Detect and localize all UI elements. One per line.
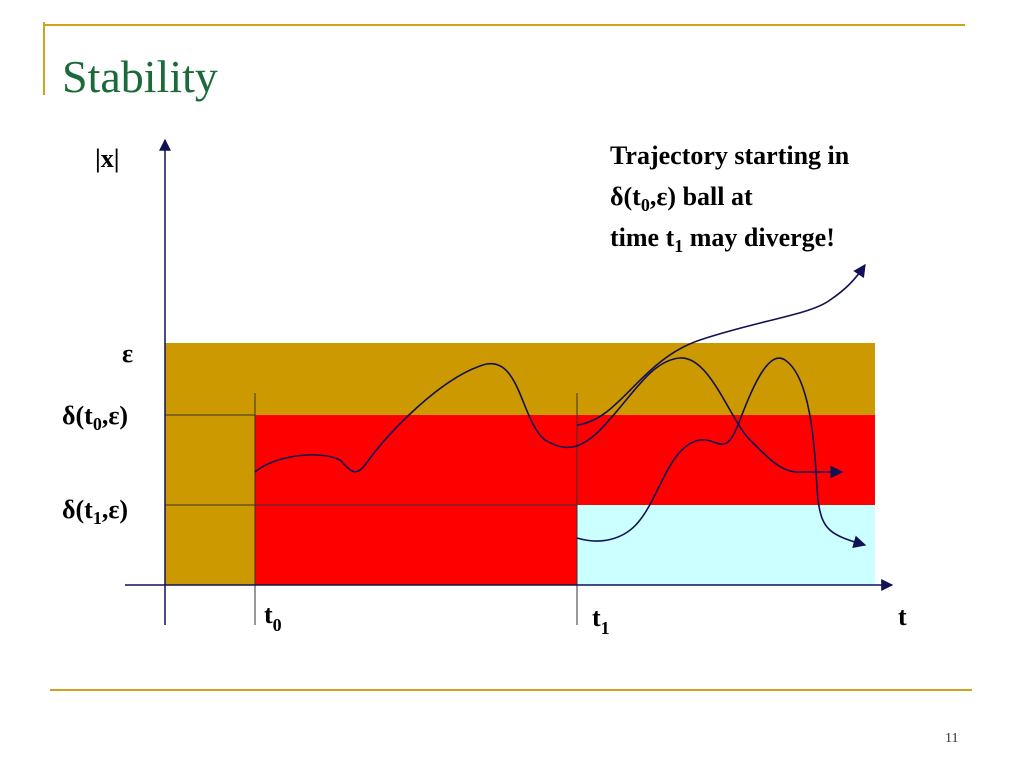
label-part: time t — [610, 223, 675, 252]
delta-t0-label: δ(t0,ε) — [62, 401, 128, 434]
subscript: 0 — [93, 414, 102, 434]
label-part: ,ε) — [102, 495, 128, 524]
subscript: 1 — [674, 236, 683, 256]
annotation-line: time t1 may diverge! — [610, 223, 835, 256]
label-part: may diverge! — [683, 223, 835, 252]
label-part: t — [264, 600, 273, 629]
delta-t1-region — [577, 505, 875, 585]
label-part: δ(t — [62, 495, 93, 524]
subscript: 1 — [601, 618, 610, 638]
trajectory — [576, 357, 867, 548]
trajectory — [576, 263, 866, 426]
t1-label: t1 — [592, 603, 610, 638]
y-axis-label: |x| — [95, 144, 119, 173]
annotation-line: Trajectory starting in — [610, 141, 850, 170]
x-axis-label: t — [898, 602, 907, 631]
t0-label: t0 — [264, 600, 282, 635]
title: Stability — [62, 51, 218, 102]
label-part: t — [592, 603, 601, 632]
subscript: 0 — [273, 615, 282, 635]
epsilon-label: ε — [122, 339, 133, 368]
annotation-line: δ(t0,ε) ball at — [610, 182, 753, 215]
label-part: ,ε) — [102, 401, 128, 430]
label-part: δ(t — [610, 182, 641, 211]
label-part: δ(t — [62, 401, 93, 430]
subscript: 0 — [641, 195, 650, 215]
delta-t1-label: δ(t1,ε) — [62, 495, 128, 528]
trajectory — [254, 357, 844, 479]
subscript: 1 — [93, 508, 102, 528]
label-part: ,ε) ball at — [650, 182, 753, 211]
page-number: 11 — [945, 731, 958, 746]
